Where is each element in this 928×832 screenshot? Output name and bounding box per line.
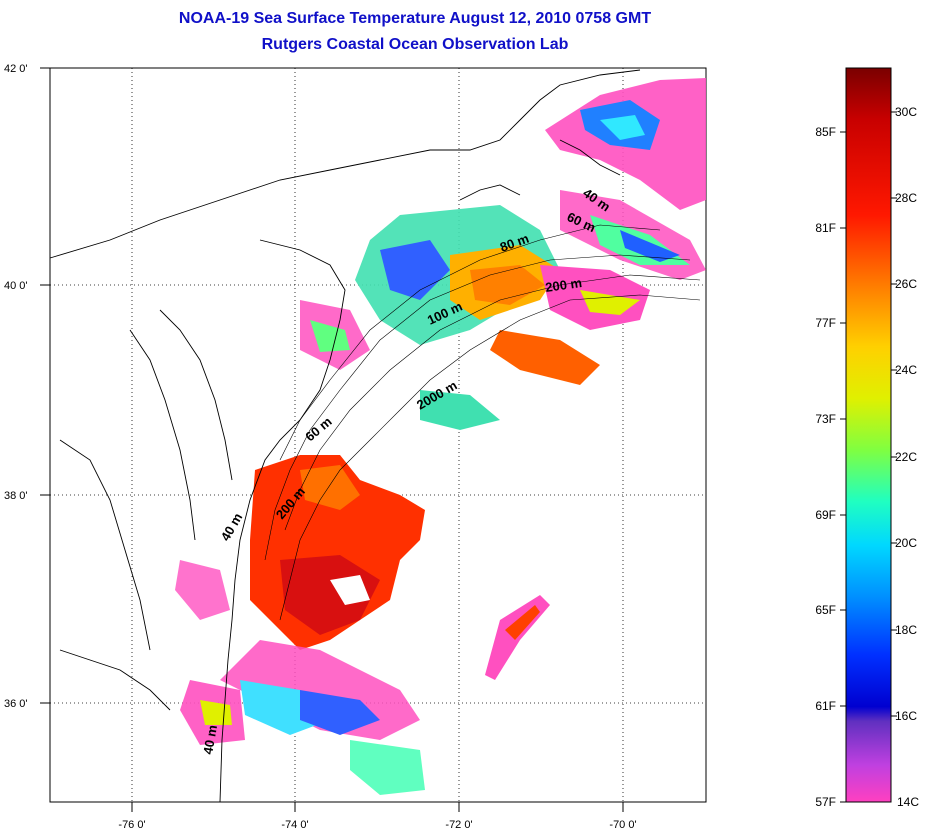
colorbar-c-label: 18C xyxy=(895,623,917,637)
coastline xyxy=(49,69,641,803)
colorbar-f-label: 81F xyxy=(815,221,836,235)
colorbar-f-label: 85F xyxy=(815,125,836,139)
colorbar-c-label: 28C xyxy=(895,191,917,205)
lat-tick-label: 40 0' xyxy=(4,280,28,292)
lat-tick-label: 36 0' xyxy=(4,698,28,710)
colorbar-f-label: 69F xyxy=(815,508,836,522)
isobath-label: 200 m xyxy=(544,275,583,295)
sst-data xyxy=(175,78,706,795)
lon-tick-label: -72 0' xyxy=(445,819,472,831)
colorbar-ticks xyxy=(840,111,897,803)
colorbar-c-label: 24C xyxy=(895,363,917,377)
colorbar xyxy=(845,67,892,803)
colorbar-f-label: 61F xyxy=(815,699,836,713)
colorbar-f-label: 57F xyxy=(815,795,836,809)
lat-tick-label: 42 0' xyxy=(4,63,28,75)
lon-tick-label: -74 0' xyxy=(281,819,308,831)
lat-tick-label: 38 0' xyxy=(4,490,28,502)
lon-tick-label: -76 0' xyxy=(118,819,145,831)
colorbar-c-label: 20C xyxy=(895,536,917,550)
isobath-lines xyxy=(264,224,701,621)
lon-tick-label: -70 0' xyxy=(609,819,636,831)
map-subtitle: Rutgers Coastal Ocean Observation Lab xyxy=(261,36,569,53)
axis-ticks xyxy=(40,67,624,812)
colorbar-f-label: 65F xyxy=(815,603,836,617)
colorbar-c-label: 14C xyxy=(897,795,919,809)
colorbar-c-label: 26C xyxy=(895,277,917,291)
colorbar-c-label: 22C xyxy=(895,450,917,464)
colorbar-c-label: 30C xyxy=(895,105,917,119)
colorbar-c-label: 16C xyxy=(895,709,917,723)
colorbar-f-label: 77F xyxy=(815,316,836,330)
map-title: NOAA-19 Sea Surface Temperature August 1… xyxy=(178,10,652,27)
isobath-label: 40 m xyxy=(200,724,220,756)
colorbar-f-label: 73F xyxy=(815,412,836,426)
